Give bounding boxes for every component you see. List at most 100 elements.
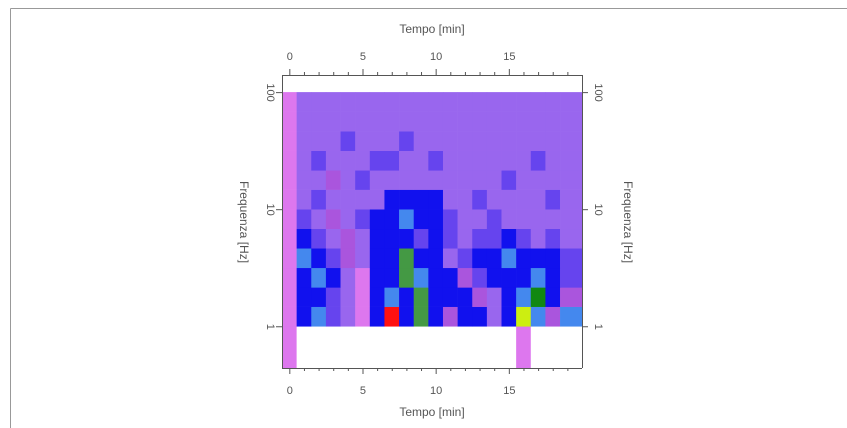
cell	[560, 306, 583, 327]
cell	[325, 170, 341, 190]
cell	[325, 131, 341, 151]
cell	[282, 209, 297, 230]
cell	[457, 92, 473, 112]
y-tick-label-right: 10	[592, 204, 604, 216]
cell	[442, 170, 458, 190]
cell	[399, 287, 415, 307]
cell	[369, 131, 385, 151]
cell	[516, 209, 532, 230]
cell	[399, 306, 415, 327]
cell	[413, 248, 429, 269]
cell	[399, 111, 415, 132]
cell	[384, 131, 400, 151]
cell	[399, 248, 415, 269]
cell	[413, 131, 429, 151]
cell	[413, 287, 429, 307]
cell	[413, 326, 429, 369]
cell	[311, 189, 327, 210]
cell	[442, 326, 458, 369]
cell	[282, 170, 297, 190]
cell	[486, 228, 502, 249]
cell	[355, 170, 371, 190]
cell	[530, 326, 546, 369]
cell	[428, 228, 444, 249]
cell	[282, 287, 297, 307]
cell	[530, 170, 546, 190]
cell	[325, 287, 341, 307]
cell	[428, 248, 444, 269]
cell	[399, 228, 415, 249]
cell	[369, 326, 385, 369]
cell	[501, 170, 517, 190]
cell	[296, 131, 312, 151]
cell	[428, 267, 444, 288]
cell	[560, 92, 583, 112]
cell	[486, 267, 502, 288]
cell	[457, 267, 473, 288]
cell	[355, 326, 371, 369]
cell	[355, 267, 371, 288]
cell	[530, 150, 546, 171]
cell	[384, 287, 400, 307]
cell	[311, 92, 327, 112]
cell	[428, 170, 444, 190]
cell	[545, 92, 561, 112]
cell	[545, 306, 561, 327]
cell	[384, 228, 400, 249]
cell	[501, 267, 517, 288]
cell	[413, 170, 429, 190]
cell	[560, 326, 583, 369]
cell	[296, 228, 312, 249]
cell	[325, 189, 341, 210]
cell	[325, 306, 341, 327]
x-tick-label-top: 0	[287, 51, 293, 63]
cell	[472, 248, 488, 269]
cell	[340, 326, 356, 369]
cell	[355, 131, 371, 151]
x-tick-label-top: 5	[360, 51, 366, 63]
cell	[545, 131, 561, 151]
cell	[516, 326, 532, 369]
cell	[457, 150, 473, 171]
cell	[384, 267, 400, 288]
cell	[296, 267, 312, 288]
cell	[442, 228, 458, 249]
cell	[399, 92, 415, 112]
cell	[325, 150, 341, 171]
cell	[560, 189, 583, 210]
cell	[560, 209, 583, 230]
cell	[413, 306, 429, 327]
cell	[369, 170, 385, 190]
cell	[311, 209, 327, 230]
cell	[457, 189, 473, 210]
cell	[472, 170, 488, 190]
cell	[355, 248, 371, 269]
cell	[486, 111, 502, 132]
cell	[384, 189, 400, 210]
y-tick-label-right: 100	[592, 83, 604, 101]
cell	[501, 150, 517, 171]
cell	[355, 306, 371, 327]
cell	[545, 326, 561, 369]
cell	[486, 248, 502, 269]
cell	[545, 209, 561, 230]
cell	[296, 287, 312, 307]
cell	[311, 228, 327, 249]
cell	[340, 209, 356, 230]
cell	[457, 111, 473, 132]
cell	[530, 267, 546, 288]
cell	[457, 170, 473, 190]
cell	[530, 248, 546, 269]
cell	[311, 170, 327, 190]
cell	[442, 287, 458, 307]
cell	[428, 209, 444, 230]
x-tick-label-bottom: 0	[287, 385, 293, 397]
cell	[501, 131, 517, 151]
cell	[472, 326, 488, 369]
cell	[516, 287, 532, 307]
cell	[399, 131, 415, 151]
cell	[560, 248, 583, 269]
cell	[486, 306, 502, 327]
cell	[311, 267, 327, 288]
